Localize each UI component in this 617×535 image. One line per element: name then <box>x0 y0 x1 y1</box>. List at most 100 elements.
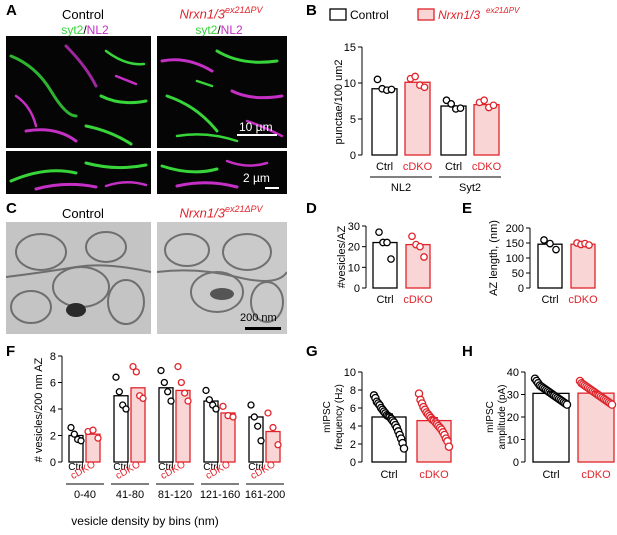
em-image-control <box>6 222 151 334</box>
f-bin-label: 41-80 <box>116 489 144 501</box>
b-point <box>489 101 498 110</box>
b-y-tick-label: 0 <box>350 150 356 162</box>
fluorescence-zoom-control <box>6 151 151 194</box>
f-bin-label: 81-120 <box>158 489 192 501</box>
d-point <box>375 228 383 237</box>
f-point <box>115 388 123 396</box>
f-x-tick-ctrl: Ctrl <box>158 462 174 473</box>
fluorescence-image-cdko: 10 µm <box>157 36 287 148</box>
e-y-label: AZ length, (nm) <box>488 220 500 296</box>
b-x-tick-label: Ctrl <box>445 161 462 173</box>
f-point <box>164 388 172 396</box>
h-point <box>607 400 617 409</box>
b-y-tick-label: 10 <box>344 78 356 90</box>
em-image-cdko: 200 nm <box>157 222 287 334</box>
d-point <box>416 242 424 251</box>
header-cdko-a: Nrxn1/3ex21ΔPV <box>179 5 263 22</box>
g-x-tick-label: cDKO <box>419 469 449 481</box>
h-y-tick-label: 40 <box>507 367 519 379</box>
g-y-tick-label: 8 <box>350 385 356 397</box>
f-point <box>212 405 220 413</box>
d-y-label: #vesicles/AZ <box>336 226 348 289</box>
header-control-c: Control <box>62 206 104 221</box>
g-point <box>399 444 409 453</box>
stain-legend-control: syt2/NL2 <box>61 23 109 37</box>
f-x-tick-ctrl: Ctrl <box>68 462 84 473</box>
b-group-label: NL2 <box>391 182 411 194</box>
scalebar-a-bottom-label: 2 µm <box>243 171 270 185</box>
f-x-tick-ctrl: Ctrl <box>203 462 219 473</box>
scalebar-a-top <box>237 134 277 136</box>
d-point <box>383 238 391 247</box>
em-image-cdko-art <box>157 222 287 334</box>
f-y-tick-label: 8 <box>50 351 56 363</box>
h-y-label-line2: amplitude (pA) <box>497 384 508 449</box>
b-legend-label-control: Control <box>350 8 389 22</box>
f-point <box>202 386 210 395</box>
h-x-tick-label: Ctrl <box>542 469 559 481</box>
panel-label-a: A <box>6 2 17 19</box>
f-point <box>122 405 130 413</box>
b-point <box>387 85 396 94</box>
b-x-tick-label: cDKO <box>472 161 502 173</box>
scalebar-a-top-label: 10 µm <box>239 120 273 134</box>
f-y-tick-label: 0 <box>50 457 56 469</box>
b-group-label: Syt2 <box>459 182 481 194</box>
e-point <box>585 241 593 249</box>
f-y-label: # vesicles/200 nm AZ <box>33 357 45 462</box>
panel-label-f: F <box>6 343 16 360</box>
b-y-tick-label: 15 <box>344 42 356 54</box>
f-point <box>67 423 75 432</box>
f-point <box>205 396 213 404</box>
f-point <box>257 437 265 445</box>
b-legend-label-cdko-sup: ex21ΔPV <box>486 6 520 15</box>
g-y-label-line1: mIPSC <box>322 401 333 433</box>
f-bar <box>158 387 174 463</box>
fluorescence-image-control-art <box>6 36 151 148</box>
f-point <box>269 423 277 432</box>
d-bar <box>372 241 398 289</box>
d-x-tick-label: cDKO <box>403 294 433 306</box>
f-point <box>70 430 78 438</box>
h-point <box>562 400 572 409</box>
d-point <box>387 255 395 263</box>
b-point <box>420 83 429 92</box>
scalebar-c <box>245 327 281 330</box>
b-y-tick-label: 5 <box>350 114 356 126</box>
fluorescence-zoom-cdko: 2 µm <box>157 151 287 194</box>
h-y-label-line1: mIPSC <box>485 401 496 433</box>
d-point <box>408 232 416 241</box>
g-y-tick-label: 2 <box>350 439 356 451</box>
e-point <box>546 239 554 248</box>
stain-legend-cdko: syt2/NL2 <box>195 23 243 37</box>
b-point <box>447 100 456 108</box>
f-point <box>94 434 102 442</box>
g-y-tick-label: 10 <box>344 367 356 379</box>
f-point <box>129 362 137 371</box>
d-bar <box>405 243 431 289</box>
f-point <box>250 413 258 421</box>
g-y-tick-label: 4 <box>350 421 356 433</box>
em-image-control-art <box>6 222 151 334</box>
f-y-tick-label: 4 <box>50 404 56 416</box>
d-point <box>420 253 428 261</box>
e-bar <box>570 243 596 289</box>
f-point <box>174 362 182 371</box>
b-x-tick-label: Ctrl <box>376 161 393 173</box>
f-x-label: vesicle density by bins (nm) <box>71 514 218 528</box>
f-point <box>132 368 140 376</box>
b-point <box>373 75 382 84</box>
scalebar-a-bottom <box>265 187 279 189</box>
e-point <box>552 245 560 254</box>
h-y-tick-label: 0 <box>513 457 519 469</box>
f-point <box>167 397 175 405</box>
f-point <box>264 409 272 417</box>
b-legend-label-cdko: Nrxn1/3 <box>438 8 480 22</box>
f-point <box>77 437 85 445</box>
h-bar <box>532 392 570 463</box>
e-y-tick-label: 100 <box>506 253 524 265</box>
panel-label-c: C <box>6 200 17 217</box>
f-bar <box>130 387 146 463</box>
f-bin-label: 161-200 <box>245 489 285 501</box>
